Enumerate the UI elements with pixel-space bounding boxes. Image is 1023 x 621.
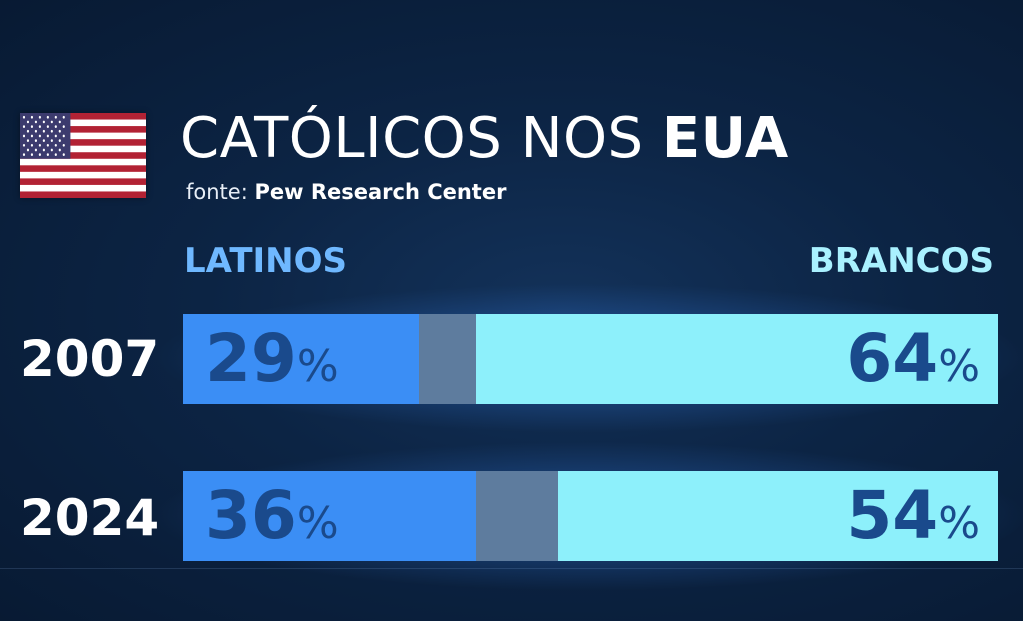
value-latinos-2024: 36 [205, 477, 297, 554]
bar-row-2024: 36% 54% [183, 471, 998, 561]
year-label-2007: 2007 [20, 330, 160, 388]
source-prefix: fonte: [186, 180, 248, 204]
data-label-brancos-2024: 54% [846, 471, 980, 569]
year-label-2024: 2024 [20, 489, 160, 547]
bar-row-2007: 29% 64% [183, 314, 998, 404]
bar-segment-latinos-2007 [183, 314, 420, 404]
us-flag-icon [20, 113, 146, 198]
bar-segment-other-2024 [476, 471, 558, 561]
bar-segment-brancos-2024 [557, 471, 998, 561]
floor-line [0, 568, 1023, 569]
chart-title-regular: CATÓLICOS NOS [180, 106, 644, 171]
value-brancos-2007: 64 [846, 320, 939, 397]
percent-sign: % [938, 341, 980, 392]
percent-sign: % [296, 341, 339, 392]
chart-source: fonte: Pew Research Center [186, 180, 506, 204]
bar-segment-other-2007 [419, 314, 477, 404]
legend-latinos: LATINOS [184, 241, 348, 281]
bar-segment-latinos-2024 [183, 471, 477, 561]
percent-sign: % [938, 498, 980, 549]
source-name: Pew Research Center [254, 180, 507, 204]
chart-title-bold: EUA [661, 106, 789, 171]
percent-sign: % [296, 498, 339, 549]
chart-title: CATÓLICOS NOS EUA [180, 103, 789, 175]
data-label-latinos-2007: 29% [205, 314, 339, 412]
legend-brancos: BRANCOS [808, 241, 994, 281]
value-latinos-2007: 29 [205, 320, 297, 397]
value-brancos-2024: 54 [846, 477, 939, 554]
data-label-latinos-2024: 36% [205, 471, 339, 569]
bar-segment-brancos-2007 [476, 314, 998, 404]
data-label-brancos-2007: 64% [846, 314, 980, 412]
